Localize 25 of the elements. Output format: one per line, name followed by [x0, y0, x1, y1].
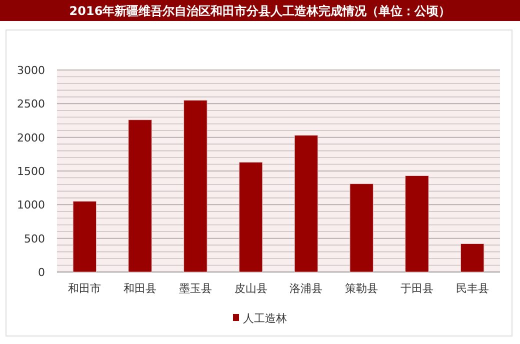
x-tick-label: 策勒县 [345, 282, 378, 295]
bar [184, 100, 208, 272]
y-tick-label: 2000 [17, 131, 45, 144]
x-tick-label: 民丰县 [456, 282, 489, 295]
bar [238, 162, 263, 272]
x-tick-label: 墨玉县 [178, 282, 212, 295]
y-tick-label: 3000 [17, 64, 45, 77]
bar [350, 184, 374, 272]
chart-title: 2016年新疆维吾尔自治区和田市分县人工造林完成情况（单位：公顷） [69, 4, 451, 18]
bar [72, 201, 97, 272]
bar [405, 175, 429, 272]
x-tick-label: 于田县 [400, 282, 434, 295]
y-tick-label: 0 [38, 266, 45, 279]
x-tick-label: 皮山县 [234, 282, 268, 295]
bar [128, 120, 152, 272]
x-tick-label: 和田市 [68, 282, 102, 295]
bar [460, 243, 484, 272]
x-tick-label: 和田县 [124, 282, 157, 295]
legend-label: 人工造林 [243, 312, 287, 325]
y-tick-label: 1000 [17, 198, 45, 212]
y-tick-label: 2500 [17, 98, 45, 111]
y-tick-label: 1500 [17, 165, 45, 178]
x-tick-label: 洛浦县 [290, 282, 323, 295]
bar [294, 135, 318, 272]
y-tick-label: 500 [24, 232, 45, 246]
